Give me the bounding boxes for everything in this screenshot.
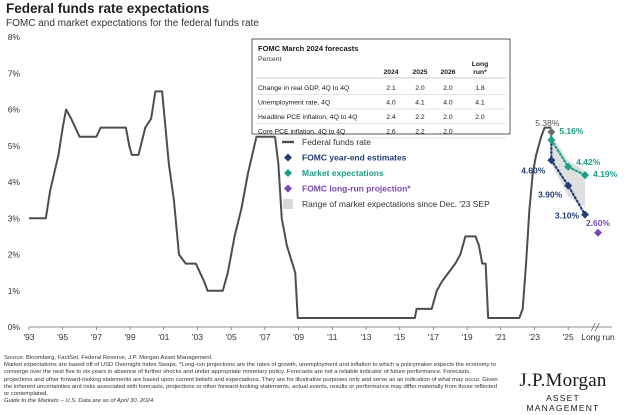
x-tick-label: '95 xyxy=(57,332,68,342)
chart-subtitle: FOMC and market expectations for the fed… xyxy=(6,18,259,29)
x-tick-label: Long run xyxy=(581,332,615,342)
y-tick-label: 1% xyxy=(8,286,21,296)
chart-title: Federal funds rate expectations xyxy=(6,1,210,16)
fomc-estimate-label: 3.90% xyxy=(538,190,563,200)
footnote-body: Market expectations are based off of USD… xyxy=(4,362,498,398)
x-tick-label: '17 xyxy=(428,332,439,342)
x-tick-label: '99 xyxy=(125,332,136,342)
x-tick-label: '05 xyxy=(226,332,237,342)
forecast-table-cell: 2.0 xyxy=(475,114,485,121)
forecast-table-subtitle: Percent xyxy=(258,56,282,63)
y-tick-label: 5% xyxy=(8,141,21,151)
market-expectation-label: 4.42% xyxy=(576,157,601,167)
y-tick-label: 0% xyxy=(8,322,21,332)
long-run-marker xyxy=(594,228,602,237)
forecast-table-cell: 4.1 xyxy=(415,100,425,107)
brand-division: ASSET MANAGEMENT xyxy=(526,393,600,413)
footnote-source: Source: Bloomberg, FactSet, Federal Rese… xyxy=(4,355,213,361)
forecast-table-cell: 2.2 xyxy=(415,129,425,136)
fomc-estimate-marker xyxy=(547,156,556,165)
market-expectation-marker xyxy=(564,162,573,171)
forecast-table-header: 2026 xyxy=(440,69,455,76)
forecast-table-cell: 2.0 xyxy=(443,85,453,92)
forecast-table-cell: 2.1 xyxy=(386,85,396,92)
current-rate-marker xyxy=(547,127,556,136)
long-run-label: 2.60% xyxy=(586,218,611,228)
x-tick-label: '25 xyxy=(563,332,574,342)
x-tick-label: '01 xyxy=(158,332,169,342)
legend-swatch xyxy=(283,199,293,209)
x-tick-label: '93 xyxy=(23,332,34,342)
x-tick-label: '15 xyxy=(394,332,405,342)
x-tick-label: '19 xyxy=(462,332,473,342)
market-expectation-label: 5.16% xyxy=(559,126,584,136)
fomc-estimate-marker xyxy=(564,181,573,190)
legend-label: FOMC year-end estimates xyxy=(302,153,407,163)
legend-label: Market expectations xyxy=(302,168,384,178)
y-tick-label: 4% xyxy=(8,177,21,187)
y-tick-label: 3% xyxy=(8,213,21,223)
y-tick-label: 8% xyxy=(8,32,21,42)
forecast-table-cell: 4.0 xyxy=(443,100,453,107)
brand-name: J.P.Morgan xyxy=(519,370,607,391)
forecast-table-row-label: Headline PCE inflation, 4Q to 4Q xyxy=(258,114,357,121)
legend-swatch xyxy=(284,184,292,193)
forecast-table-cell: 1.8 xyxy=(475,85,485,92)
footnote: Source: Bloomberg, FactSet, Federal Rese… xyxy=(4,355,499,405)
x-tick-label: '03 xyxy=(192,332,203,342)
x-tick-label: '21 xyxy=(495,332,506,342)
x-tick-label: '23 xyxy=(529,332,540,342)
fed-funds-rate-line xyxy=(29,90,552,319)
x-tick-label: '11 xyxy=(327,332,338,342)
forecast-table-cell: 2.6 xyxy=(386,129,396,136)
forecast-table-cell: 4.1 xyxy=(475,100,485,107)
forecast-table-header: 2024 xyxy=(383,69,398,76)
market-expectation-marker xyxy=(581,171,590,180)
market-expectation-marker xyxy=(547,135,556,144)
y-tick-label: 2% xyxy=(8,250,21,260)
axis-break-mark xyxy=(590,322,596,332)
forecast-table-row-label: Change in real GDP, 4Q to 4Q xyxy=(258,85,349,92)
forecast-table-cell: 4.0 xyxy=(386,100,396,107)
x-tick-label: '07 xyxy=(259,332,270,342)
fomc-projection-line xyxy=(550,130,587,216)
axis-break-mark xyxy=(594,322,600,332)
fomc-estimate-label: 4.60% xyxy=(521,165,546,175)
legend-label: FOMC long-run projection* xyxy=(302,184,411,194)
forecast-table-cell: 2.4 xyxy=(386,114,396,121)
market-expectation-label: 4.19% xyxy=(593,169,618,179)
forecast-table-row-label: Unemployment rate, 4Q xyxy=(258,100,330,107)
forecast-table-cell: 2.2 xyxy=(415,114,425,121)
x-tick-label: '09 xyxy=(293,332,304,342)
footnote-guide: Guide to the Markets – U.S. Data are as … xyxy=(4,398,155,405)
forecast-table-header: run* xyxy=(473,69,487,76)
forecast-table-cell: 2.0 xyxy=(443,129,453,136)
legend-swatch xyxy=(284,153,292,162)
legend-label: Range of market expectations since Dec. … xyxy=(302,199,490,209)
forecast-table-header: 2025 xyxy=(412,69,427,76)
x-tick-label: '13 xyxy=(360,332,371,342)
y-tick-label: 6% xyxy=(8,105,21,115)
fomc-estimate-marker xyxy=(581,210,590,219)
forecast-table-header: Long xyxy=(472,61,489,68)
forecast-table-cell: 2.0 xyxy=(415,85,425,92)
y-tick-label: 7% xyxy=(8,68,21,78)
fomc-estimate-label: 3.10% xyxy=(555,211,580,221)
legend-label: Federal funds rate xyxy=(302,137,371,147)
forecast-table-title: FOMC March 2024 forecasts xyxy=(258,44,358,53)
x-tick-label: '97 xyxy=(91,332,102,342)
forecast-table-box xyxy=(251,38,511,135)
current-rate-label: 5.38% xyxy=(535,118,560,128)
fed-funds-chart: 0% 1% 2% 3% 4% 5% 6% 7% 8% '93 '95 '97 '99 '01 '03 '05 '… xyxy=(8,32,618,342)
jpmorgan-logo: J.P.Morgan ASSET MANAGEMENT xyxy=(508,370,618,413)
legend-swatch xyxy=(284,169,292,177)
forecast-table-cell: 2.0 xyxy=(443,114,453,121)
forecast-table-row-label: Core PCE inflation, 4Q to 4Q xyxy=(258,129,345,136)
